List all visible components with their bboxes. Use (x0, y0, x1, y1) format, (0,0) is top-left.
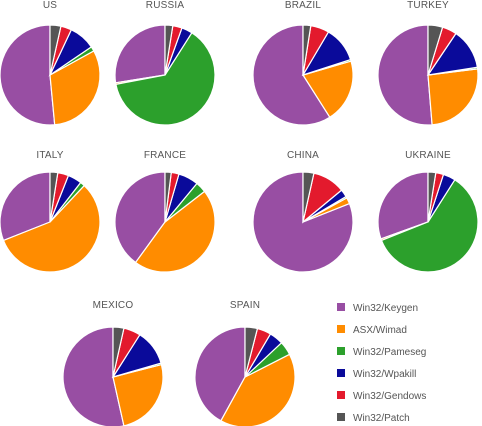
pie-slice-win32-keygen (377, 24, 433, 126)
pie-us: US (0, 0, 101, 126)
pie-slice-win32-keygen (62, 326, 125, 426)
pie-slice-win32-patch (49, 171, 59, 223)
legend-swatch (337, 413, 345, 421)
legend-item-win32-wpakill: Win32/Wpakill (337, 369, 416, 380)
pie-title: TURKEY (407, 0, 449, 11)
pie-slice-win32-patch (164, 171, 172, 223)
pie-slice-win32-pameseg (115, 31, 216, 126)
pie-slice-asx-wimad (302, 60, 354, 119)
pie-slice-asx-wimad (49, 50, 101, 126)
legend-item-win32-gendows: Win32/Gendows (337, 391, 426, 402)
legend-item-asx-wimad: ASX/Wimad (337, 325, 407, 336)
pie-title: RUSSIA (146, 0, 185, 11)
pie-slice-win32-keygen (194, 326, 246, 422)
legend-swatch (337, 347, 345, 355)
legend-label: Win32/Keygen (353, 303, 418, 314)
pie-slice-win32-keygen (377, 171, 429, 240)
pie-slice-win32-keygen (252, 24, 331, 126)
legend-item-win32-patch: Win32/Patch (337, 413, 410, 424)
pie-italy: ITALY (0, 150, 101, 273)
pie-brazil: BRAZIL (252, 0, 354, 126)
pie-slice-asx-wimad (427, 68, 479, 126)
pie-slice-win32-pameseg (380, 178, 479, 273)
pie-russia: RUSSIA (114, 0, 216, 126)
legend-label: Win32/Patch (353, 413, 410, 424)
pie-slice-win32-patch (112, 326, 125, 378)
pie-france: FRANCE (114, 150, 216, 273)
pie-mexico: MEXICO (62, 300, 164, 426)
legend-label: Win32/Wpakill (353, 369, 416, 380)
legend-swatch (337, 391, 345, 399)
pie-title: UKRAINE (405, 150, 451, 161)
legend: Win32/Keygen ASX/Wimad Win32/Pameseg Win32/… (337, 303, 426, 424)
pie-title: US (43, 0, 57, 11)
pie-ukraine: UKRAINE (377, 150, 479, 273)
pie-title: ITALY (36, 150, 63, 161)
pie-slice-win32-patch (302, 171, 315, 223)
pie-title: MEXICO (93, 300, 134, 311)
pie-slice-win32-patch (244, 326, 259, 378)
pie-slice-asx-wimad (134, 190, 216, 273)
legend-label: Win32/Pameseg (353, 347, 426, 358)
pie-slice-win32-keygen (0, 171, 51, 242)
pie-china: CHINA (252, 150, 354, 273)
pie-slice-win32-keygen (114, 171, 166, 264)
pie-title: BRAZIL (285, 0, 321, 11)
legend-item-win32-keygen: Win32/Keygen (337, 303, 418, 314)
pie-slice-win32-patch (49, 24, 62, 76)
pie-slice-win32-patch (164, 24, 174, 76)
pie-slice-win32-keygen (0, 24, 56, 126)
pie-slice-win32-patch (427, 24, 444, 76)
pie-spain: SPAIN (194, 300, 296, 426)
legend-label: Win32/Gendows (353, 391, 426, 402)
legend-swatch (337, 325, 345, 333)
pie-slice-asx-wimad (112, 363, 164, 426)
legend-item-win32-pameseg: Win32/Pameseg (337, 347, 426, 358)
pie-slice-win32-keygen (114, 24, 166, 84)
pie-slice-win32-patch (427, 171, 437, 223)
pie-title: FRANCE (144, 150, 186, 161)
pie-turkey: TURKEY (377, 0, 479, 126)
pie-slice-asx-wimad (2, 184, 101, 273)
legend-swatch (337, 369, 345, 377)
legend-swatch (337, 303, 345, 311)
legend-label: ASX/Wimad (353, 325, 407, 336)
pie-title: SPAIN (230, 300, 260, 311)
pie-title: CHINA (287, 150, 319, 161)
pie-slice-win32-patch (302, 24, 312, 76)
